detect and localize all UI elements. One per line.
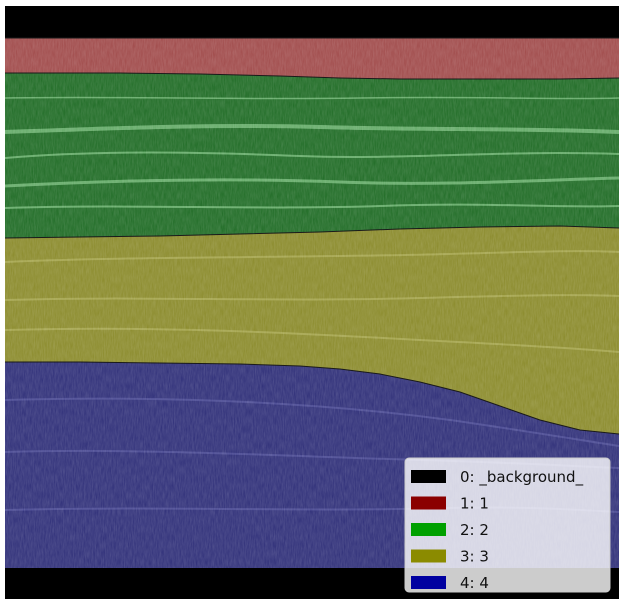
legend-swatch-2	[411, 523, 446, 536]
legend-label-3: 3: 3	[460, 548, 489, 566]
legend-label-0: 0: _background_	[460, 468, 584, 487]
layer-boundaries	[5, 37, 619, 435]
legend-swatch-3	[411, 549, 446, 563]
legend-label-4: 4: 4	[460, 574, 489, 592]
legend-swatch-1	[411, 496, 446, 510]
legend-swatch-0	[411, 470, 446, 483]
legend: 0: _background_ 1: 1 2: 2 3: 3 4: 4	[404, 457, 611, 593]
legend-label-2: 2: 2	[460, 521, 489, 539]
legend-label-1: 1: 1	[460, 495, 489, 513]
legend-box	[404, 457, 611, 593]
legend-swatch-4	[411, 576, 446, 589]
